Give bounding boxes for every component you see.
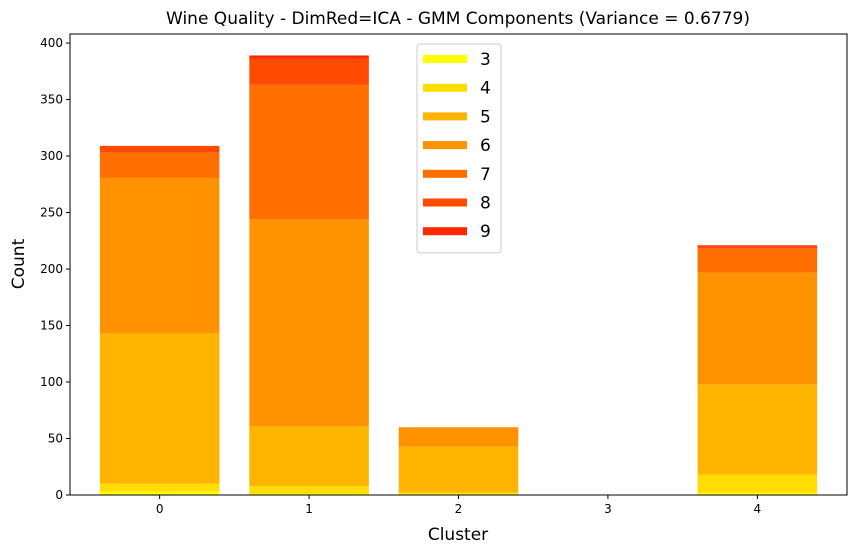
bar-cluster-1-quality-4 — [249, 485, 369, 494]
y-tick-label: 100 — [40, 375, 63, 389]
bar-cluster-0-quality-6 — [99, 177, 220, 334]
y-tick-label: 50 — [48, 432, 63, 446]
bar-cluster-4-quality-5 — [697, 384, 818, 475]
y-tick-label: 300 — [40, 149, 63, 163]
y-axis-ticks: 0 50 100 150 200 250 300 350 400 — [40, 36, 70, 502]
bar-cluster-2-quality-4 — [398, 492, 519, 494]
legend-label-7: 7 — [480, 165, 491, 185]
x-tick-label: 2 — [455, 502, 463, 516]
bar-cluster-4-quality-9 — [697, 245, 818, 247]
y-tick-label: 200 — [40, 262, 63, 276]
bar-cluster-0-quality-5 — [99, 333, 220, 484]
y-tick-label: 250 — [40, 206, 63, 220]
bar-cluster-4-quality-7 — [697, 248, 818, 273]
bar-cluster-1-quality-7 — [249, 84, 369, 220]
bar-cluster-1-quality-9 — [249, 55, 369, 59]
y-axis-label: Count — [9, 238, 29, 289]
bar-cluster-0-quality-4 — [99, 483, 220, 492]
y-tick-label: 350 — [40, 93, 63, 107]
bar-cluster-1-quality-5 — [249, 426, 369, 486]
bar-cluster-2-quality-5 — [398, 446, 519, 493]
bar-cluster-4-quality-8 — [697, 246, 818, 249]
legend-swatch-5 — [423, 112, 467, 121]
legend-swatch-7 — [423, 169, 467, 178]
y-tick-label: 400 — [40, 36, 63, 50]
legend-swatch-8 — [423, 198, 467, 207]
x-tick-label: 0 — [156, 502, 164, 516]
x-tick-label: 4 — [754, 502, 762, 516]
bar-cluster-4-quality-3 — [697, 492, 818, 495]
legend-swatch-3 — [423, 55, 467, 63]
bar-cluster-0-quality-8 — [99, 145, 220, 153]
bar-cluster-2-quality-6 — [398, 427, 519, 447]
legend-swatch-4 — [423, 83, 467, 92]
bar-cluster-0-quality-3 — [99, 491, 220, 495]
bar-cluster-4-quality-4 — [697, 474, 818, 493]
legend-label-8: 8 — [480, 194, 491, 214]
bar-cluster-2-quality-3 — [398, 493, 519, 495]
legend-label-4: 4 — [480, 79, 491, 99]
legend-label-9: 9 — [480, 222, 491, 242]
legend-swatch-9 — [423, 227, 467, 236]
chart-title: Wine Quality - DimRed=ICA - GMM Componen… — [166, 9, 750, 29]
bar-cluster-0-quality-7 — [99, 152, 220, 178]
legend-label-5: 5 — [480, 107, 491, 127]
bar-cluster-4-quality-6 — [697, 272, 818, 385]
x-axis-label: Cluster — [428, 525, 488, 545]
bar-cluster-1-quality-3 — [249, 493, 369, 495]
legend: 3 4 5 6 7 8 9 — [416, 43, 502, 254]
x-axis-ticks: 0 1 2 3 4 — [156, 495, 761, 516]
legend-label-6: 6 — [480, 136, 491, 156]
y-tick-label: 150 — [40, 319, 63, 333]
y-tick-label: 0 — [55, 488, 63, 502]
x-tick-label: 3 — [604, 502, 612, 516]
bars-group — [99, 55, 818, 495]
bar-cluster-1-quality-6 — [249, 219, 369, 427]
x-tick-label: 1 — [305, 502, 313, 516]
bar-cluster-1-quality-8 — [249, 58, 369, 85]
legend-swatch-6 — [423, 141, 467, 150]
legend-label-3: 3 — [480, 50, 491, 70]
